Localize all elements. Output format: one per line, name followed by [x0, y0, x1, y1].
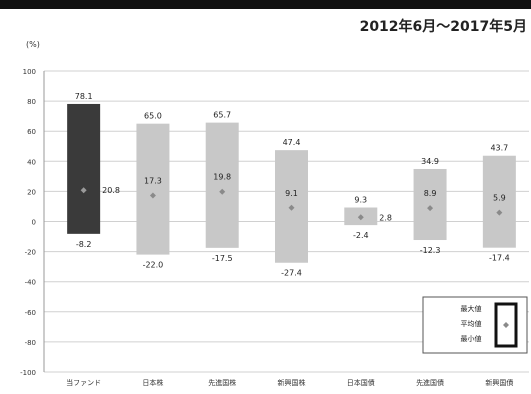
range-bar	[413, 168, 447, 241]
y-tick-label: -20	[25, 249, 36, 257]
max-value-label: 34.9	[421, 157, 439, 166]
range-bar	[205, 122, 239, 248]
avg-value-label: 17.3	[144, 176, 162, 185]
range-bar	[482, 155, 516, 248]
min-value-label: -12.3	[420, 246, 441, 255]
min-value-label: -27.4	[281, 269, 302, 278]
y-tick-label: 20	[27, 188, 36, 196]
min-value-label: -2.4	[353, 231, 369, 240]
average-marker	[496, 209, 503, 216]
x-category-label: 当ファンド	[66, 378, 101, 387]
max-value-label: 65.7	[213, 111, 231, 120]
max-value-label: 47.4	[283, 138, 301, 147]
y-tick-label: 80	[27, 98, 36, 106]
legend-marker	[503, 322, 509, 328]
y-tick-label: -60	[25, 309, 36, 317]
avg-value-label: 20.8	[102, 186, 120, 195]
min-value-label: -17.4	[489, 254, 510, 263]
average-marker	[427, 205, 434, 212]
min-value-label: -17.5	[212, 254, 233, 263]
average-marker	[80, 187, 87, 194]
x-category-label: 先進国債	[416, 378, 444, 387]
min-value-label: -8.2	[76, 240, 92, 249]
legend-label: 最小値	[461, 334, 482, 343]
legend-label: 平均値	[461, 319, 482, 328]
x-category-label: 新興国債	[485, 378, 513, 387]
average-marker	[357, 214, 364, 221]
x-category-label: 日本国債	[347, 378, 375, 387]
max-value-label: 78.1	[75, 92, 93, 101]
period-subtitle: 2012年6月～2017年5月	[359, 19, 527, 35]
average-marker	[288, 204, 295, 211]
y-axis-unit: (%)	[26, 40, 40, 49]
y-tick-label: 0	[32, 219, 36, 227]
max-value-label: 9.3	[354, 196, 367, 205]
average-marker	[149, 192, 156, 199]
min-value-label: -22.0	[143, 261, 164, 270]
max-value-label: 65.0	[144, 112, 162, 121]
y-tick-label: -100	[20, 369, 36, 377]
avg-value-label: 19.8	[213, 173, 231, 182]
x-category-label: 新興国株	[278, 378, 306, 387]
avg-value-label: 5.9	[493, 194, 506, 203]
top-bar	[0, 0, 531, 9]
max-value-label: 43.7	[490, 144, 508, 153]
avg-value-label: 2.8	[379, 213, 392, 222]
y-tick-label: -80	[25, 339, 36, 347]
y-tick-label: 40	[27, 158, 36, 166]
legend-label: 最大値	[461, 304, 482, 313]
x-category-label: 日本株	[142, 378, 163, 387]
y-tick-label: -40	[25, 279, 36, 287]
x-category-label: 先進国株	[208, 378, 236, 387]
avg-value-label: 9.1	[285, 189, 298, 198]
avg-value-label: 8.9	[424, 189, 437, 198]
y-tick-label: 100	[23, 68, 36, 76]
range-bar	[136, 123, 170, 255]
average-marker	[219, 188, 226, 195]
y-tick-label: 60	[27, 128, 36, 136]
range-bar	[67, 103, 101, 234]
